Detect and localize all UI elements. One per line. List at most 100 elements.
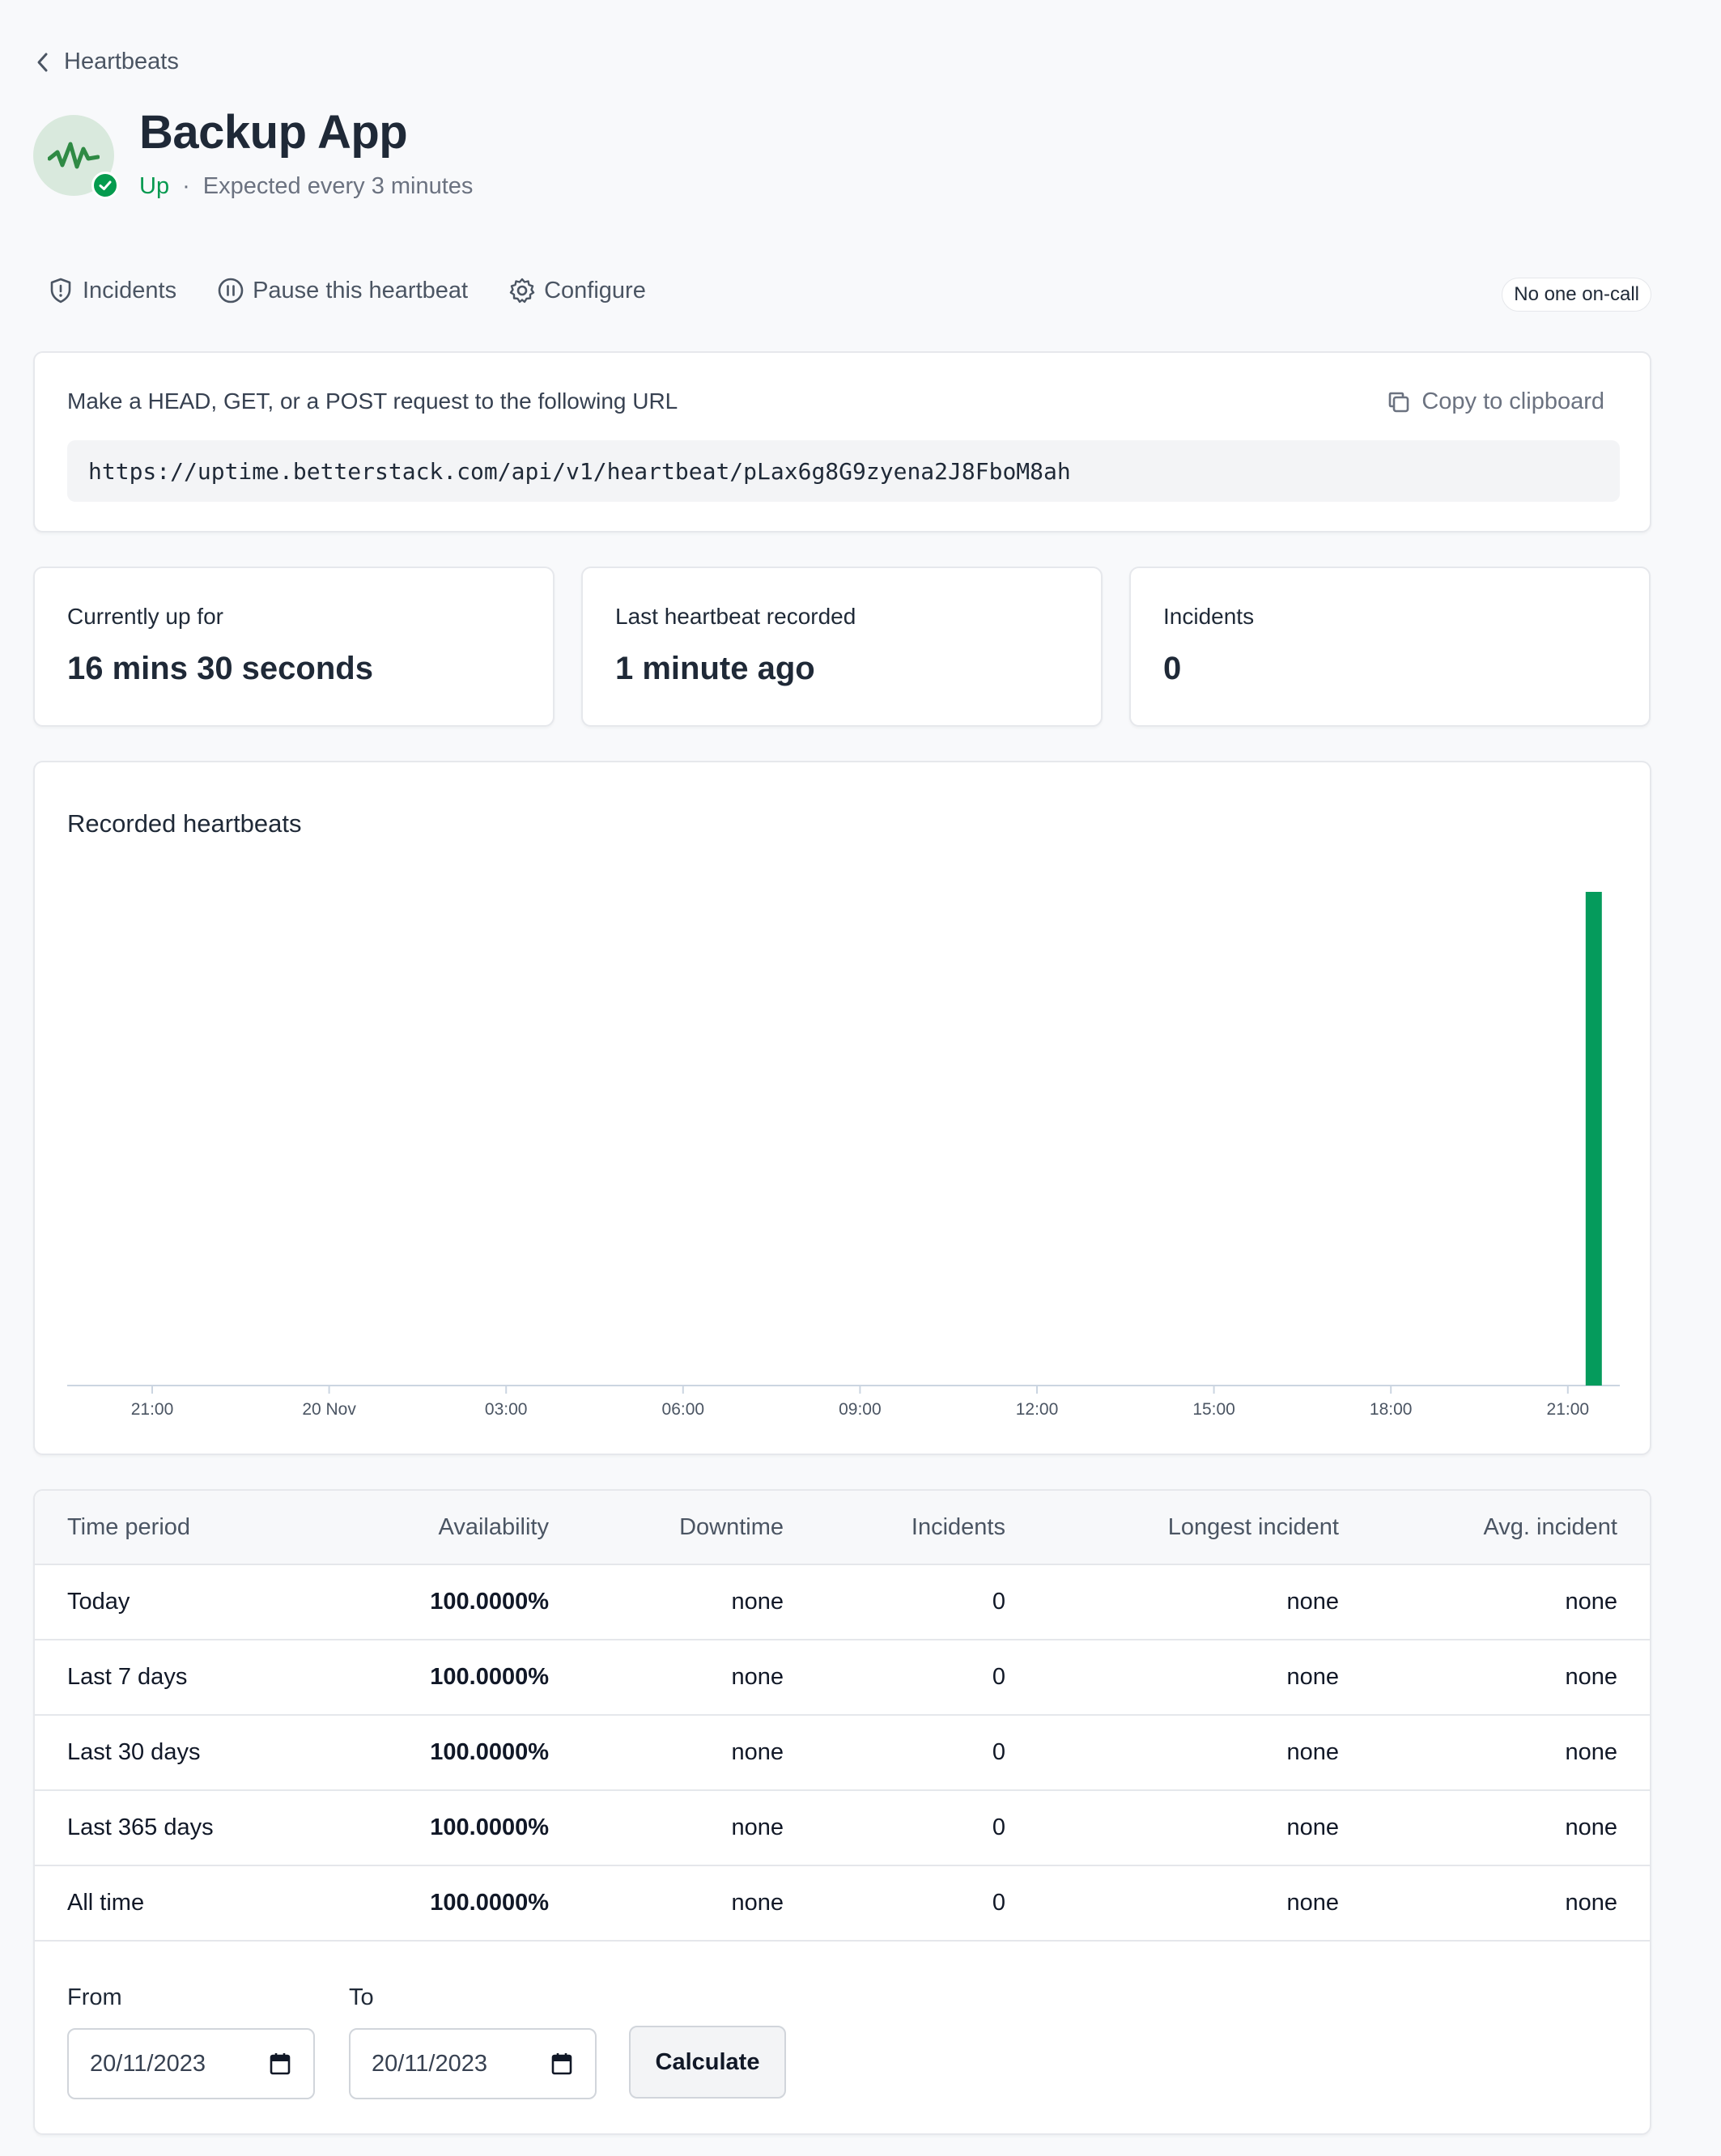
cell-incidents: 0 [992,1814,1005,1840]
cell-period: Last 365 days [67,1814,214,1840]
cell-longest: none [1286,1814,1339,1840]
stat-card-last-heartbeat: Last heartbeat recorded 1 minute ago [581,567,1103,727]
incidents-link[interactable]: Incidents [47,277,176,304]
header-downtime: Downtime [679,1513,784,1540]
cell-longest: none [1286,1739,1339,1765]
monitor-subtitle: Up · Expected every 3 minutes [139,173,473,200]
heartbeats-chart-card: Recorded heartbeats 21:00 20 Nov 03:00 06:0… [33,761,1651,1455]
heartbeat-url-card: Make a HEAD, GET, or a POST request to t… [33,351,1651,533]
gear-icon [509,278,535,303]
stat-value: 16 mins 30 seconds [67,651,373,686]
cell-longest: none [1286,1664,1339,1690]
header-longest-incident: Longest incident [1167,1513,1339,1540]
availability-table-card: Time period Availability Downtime Incide… [33,1489,1651,2135]
calendar-icon [551,2053,572,2075]
heartbeat-pulse-icon [48,142,100,169]
x-tick-label: 21:00 [131,1400,174,1419]
copy-to-clipboard-button[interactable]: Copy to clipboard [1386,388,1604,415]
cell-downtime: none [731,1814,784,1840]
chevron-left-icon [37,53,48,71]
pause-circle-icon [218,278,244,303]
pause-heartbeat-label: Pause this heartbeat [253,277,469,303]
cell-longest: none [1286,1589,1339,1615]
x-tick-label: 09:00 [839,1400,882,1419]
from-date-input[interactable]: 20/11/2023 [67,2028,315,2099]
copy-icon [1389,392,1409,412]
x-tick-label: 18:00 [1370,1400,1413,1419]
table-row: Last 30 days 100.0000% none 0 none none [35,1716,1650,1791]
from-label: From [67,1984,122,2010]
table-row: Last 365 days 100.0000% none 0 none none [35,1791,1650,1866]
cell-avg: none [1565,1890,1617,1916]
configure-label: Configure [544,277,646,303]
header-time-period: Time period [67,1513,191,1540]
status-check-icon [91,172,119,199]
cell-incidents: 0 [992,1739,1005,1765]
cell-incidents: 0 [992,1664,1005,1690]
cell-incidents: 0 [992,1589,1005,1615]
cell-avg: none [1565,1814,1617,1840]
stat-label: Incidents [1163,604,1255,629]
to-date-input[interactable]: 20/11/2023 [349,2028,597,2099]
calculate-button[interactable]: Calculate [629,2026,786,2099]
x-tick-label: 21:00 [1547,1400,1590,1419]
table-header: Time period Availability Downtime Incide… [35,1491,1650,1565]
url-instructions: Make a HEAD, GET, or a POST request to t… [67,388,678,414]
breadcrumb[interactable]: Heartbeats [33,49,179,75]
x-tick-label: 12:00 [1016,1400,1059,1419]
x-tick-label: 06:00 [662,1400,705,1419]
page-title: Backup App [139,106,408,159]
stat-card-uptime: Currently up for 16 mins 30 seconds [33,567,555,727]
cell-avg: none [1565,1739,1617,1765]
header-avg-incident: Avg. incident [1483,1513,1617,1540]
calendar-icon [270,2053,291,2075]
cell-period: Last 7 days [67,1664,188,1690]
x-tick-label: 20 Nov [302,1400,356,1419]
table-row: All time 100.0000% none 0 none none [35,1866,1650,1942]
heartbeat-url[interactable]: https://uptime.betterstack.com/api/v1/he… [67,440,1620,502]
to-date-value: 20/11/2023 [372,2050,487,2077]
oncall-badge[interactable]: No one on-call [1502,278,1651,312]
cell-avg: none [1565,1664,1617,1690]
configure-button[interactable]: Configure [508,277,646,304]
cell-avg: none [1565,1589,1617,1615]
cell-period: Last 30 days [67,1739,201,1765]
cell-downtime: none [731,1664,784,1690]
cell-incidents: 0 [992,1890,1005,1916]
cell-downtime: none [731,1739,784,1765]
separator: · [182,173,190,199]
cell-longest: none [1286,1890,1339,1916]
stat-value: 1 minute ago [615,651,815,686]
pause-heartbeat-button[interactable]: Pause this heartbeat [217,277,468,304]
stat-card-incidents: Incidents 0 [1129,567,1651,727]
table-row: Today 100.0000% none 0 none none [35,1565,1650,1640]
x-tick-label: 15:00 [1192,1400,1235,1419]
heartbeats-chart: 21:00 20 Nov 03:00 06:00 09:00 12:00 15:00 18:0… [67,892,1620,1419]
shield-alert-icon [50,278,71,303]
stat-label: Last heartbeat recorded [615,604,856,629]
x-tick-label: 03:00 [485,1400,528,1419]
expected-interval: Expected every 3 minutes [202,173,474,199]
header-availability: Availability [438,1513,549,1540]
monitor-avatar [33,115,119,199]
status-text: Up [139,173,170,199]
incidents-link-label: Incidents [83,277,177,303]
cell-downtime: none [731,1890,784,1916]
stat-label: Currently up for [67,604,223,629]
to-label: To [349,1984,374,2010]
cell-availability: 100.0000% [430,1739,549,1765]
breadcrumb-label: Heartbeats [64,49,179,74]
header-incidents: Incidents [911,1513,1005,1540]
cell-availability: 100.0000% [430,1589,549,1615]
from-date-value: 20/11/2023 [90,2050,206,2077]
cell-availability: 100.0000% [430,1890,549,1916]
stat-value: 0 [1163,651,1182,686]
cell-period: All time [67,1890,145,1916]
table-row: Last 7 days 100.0000% none 0 none none [35,1640,1650,1716]
action-bar: Incidents Pause this heartbeat Configure [47,277,646,304]
heartbeat-bar[interactable] [1585,892,1602,1386]
chart-title: Recorded heartbeats [67,809,302,838]
cell-period: Today [67,1589,130,1615]
cell-downtime: none [731,1589,784,1615]
cell-availability: 100.0000% [430,1814,549,1840]
